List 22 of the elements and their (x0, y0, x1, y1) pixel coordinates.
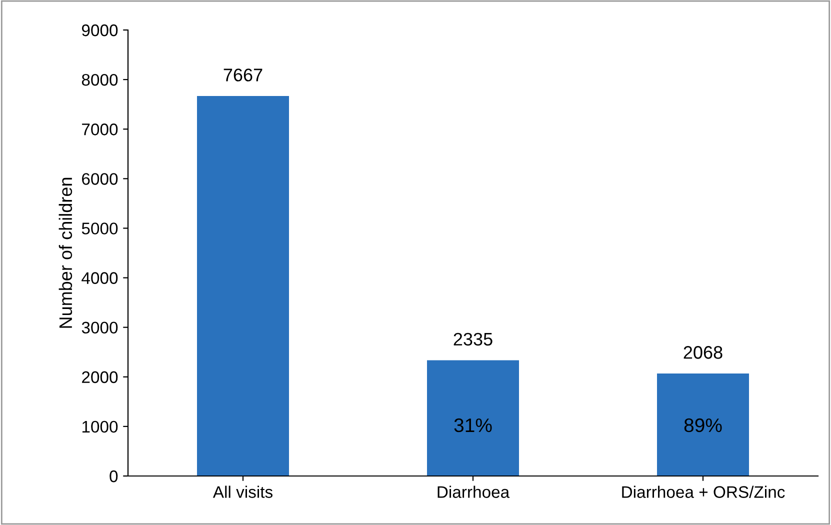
bar (657, 374, 749, 476)
x-tick-label: All visits (212, 486, 272, 498)
x-tick-label: Diarrhoea (438, 486, 510, 498)
data-label: 2335 (454, 332, 492, 346)
y-tick-label: 2000 (82, 371, 118, 384)
y-tick-label: 0 (110, 470, 118, 482)
y-tick-label: 7000 (82, 124, 118, 136)
y-axis-title: Number of children (58, 178, 72, 328)
annotation: 31% (454, 418, 492, 432)
y-tick-label: 9000 (82, 24, 118, 36)
y-tick-label: 4000 (82, 272, 118, 284)
data-label: 7667 (224, 68, 262, 82)
y-tick-label: 5000 (82, 222, 118, 234)
y-tick-label: 1000 (82, 420, 118, 433)
data-label: 2068 (684, 346, 722, 359)
x-tick-label: Diarrhoea + ORS/Zinc (622, 486, 785, 498)
y-tick-label: 8000 (82, 74, 118, 86)
y-tick-label: 6000 (82, 173, 118, 185)
annotation: 89% (684, 418, 722, 432)
bar (197, 96, 289, 476)
bar (427, 360, 519, 476)
y-tick-label: 3000 (82, 322, 118, 334)
